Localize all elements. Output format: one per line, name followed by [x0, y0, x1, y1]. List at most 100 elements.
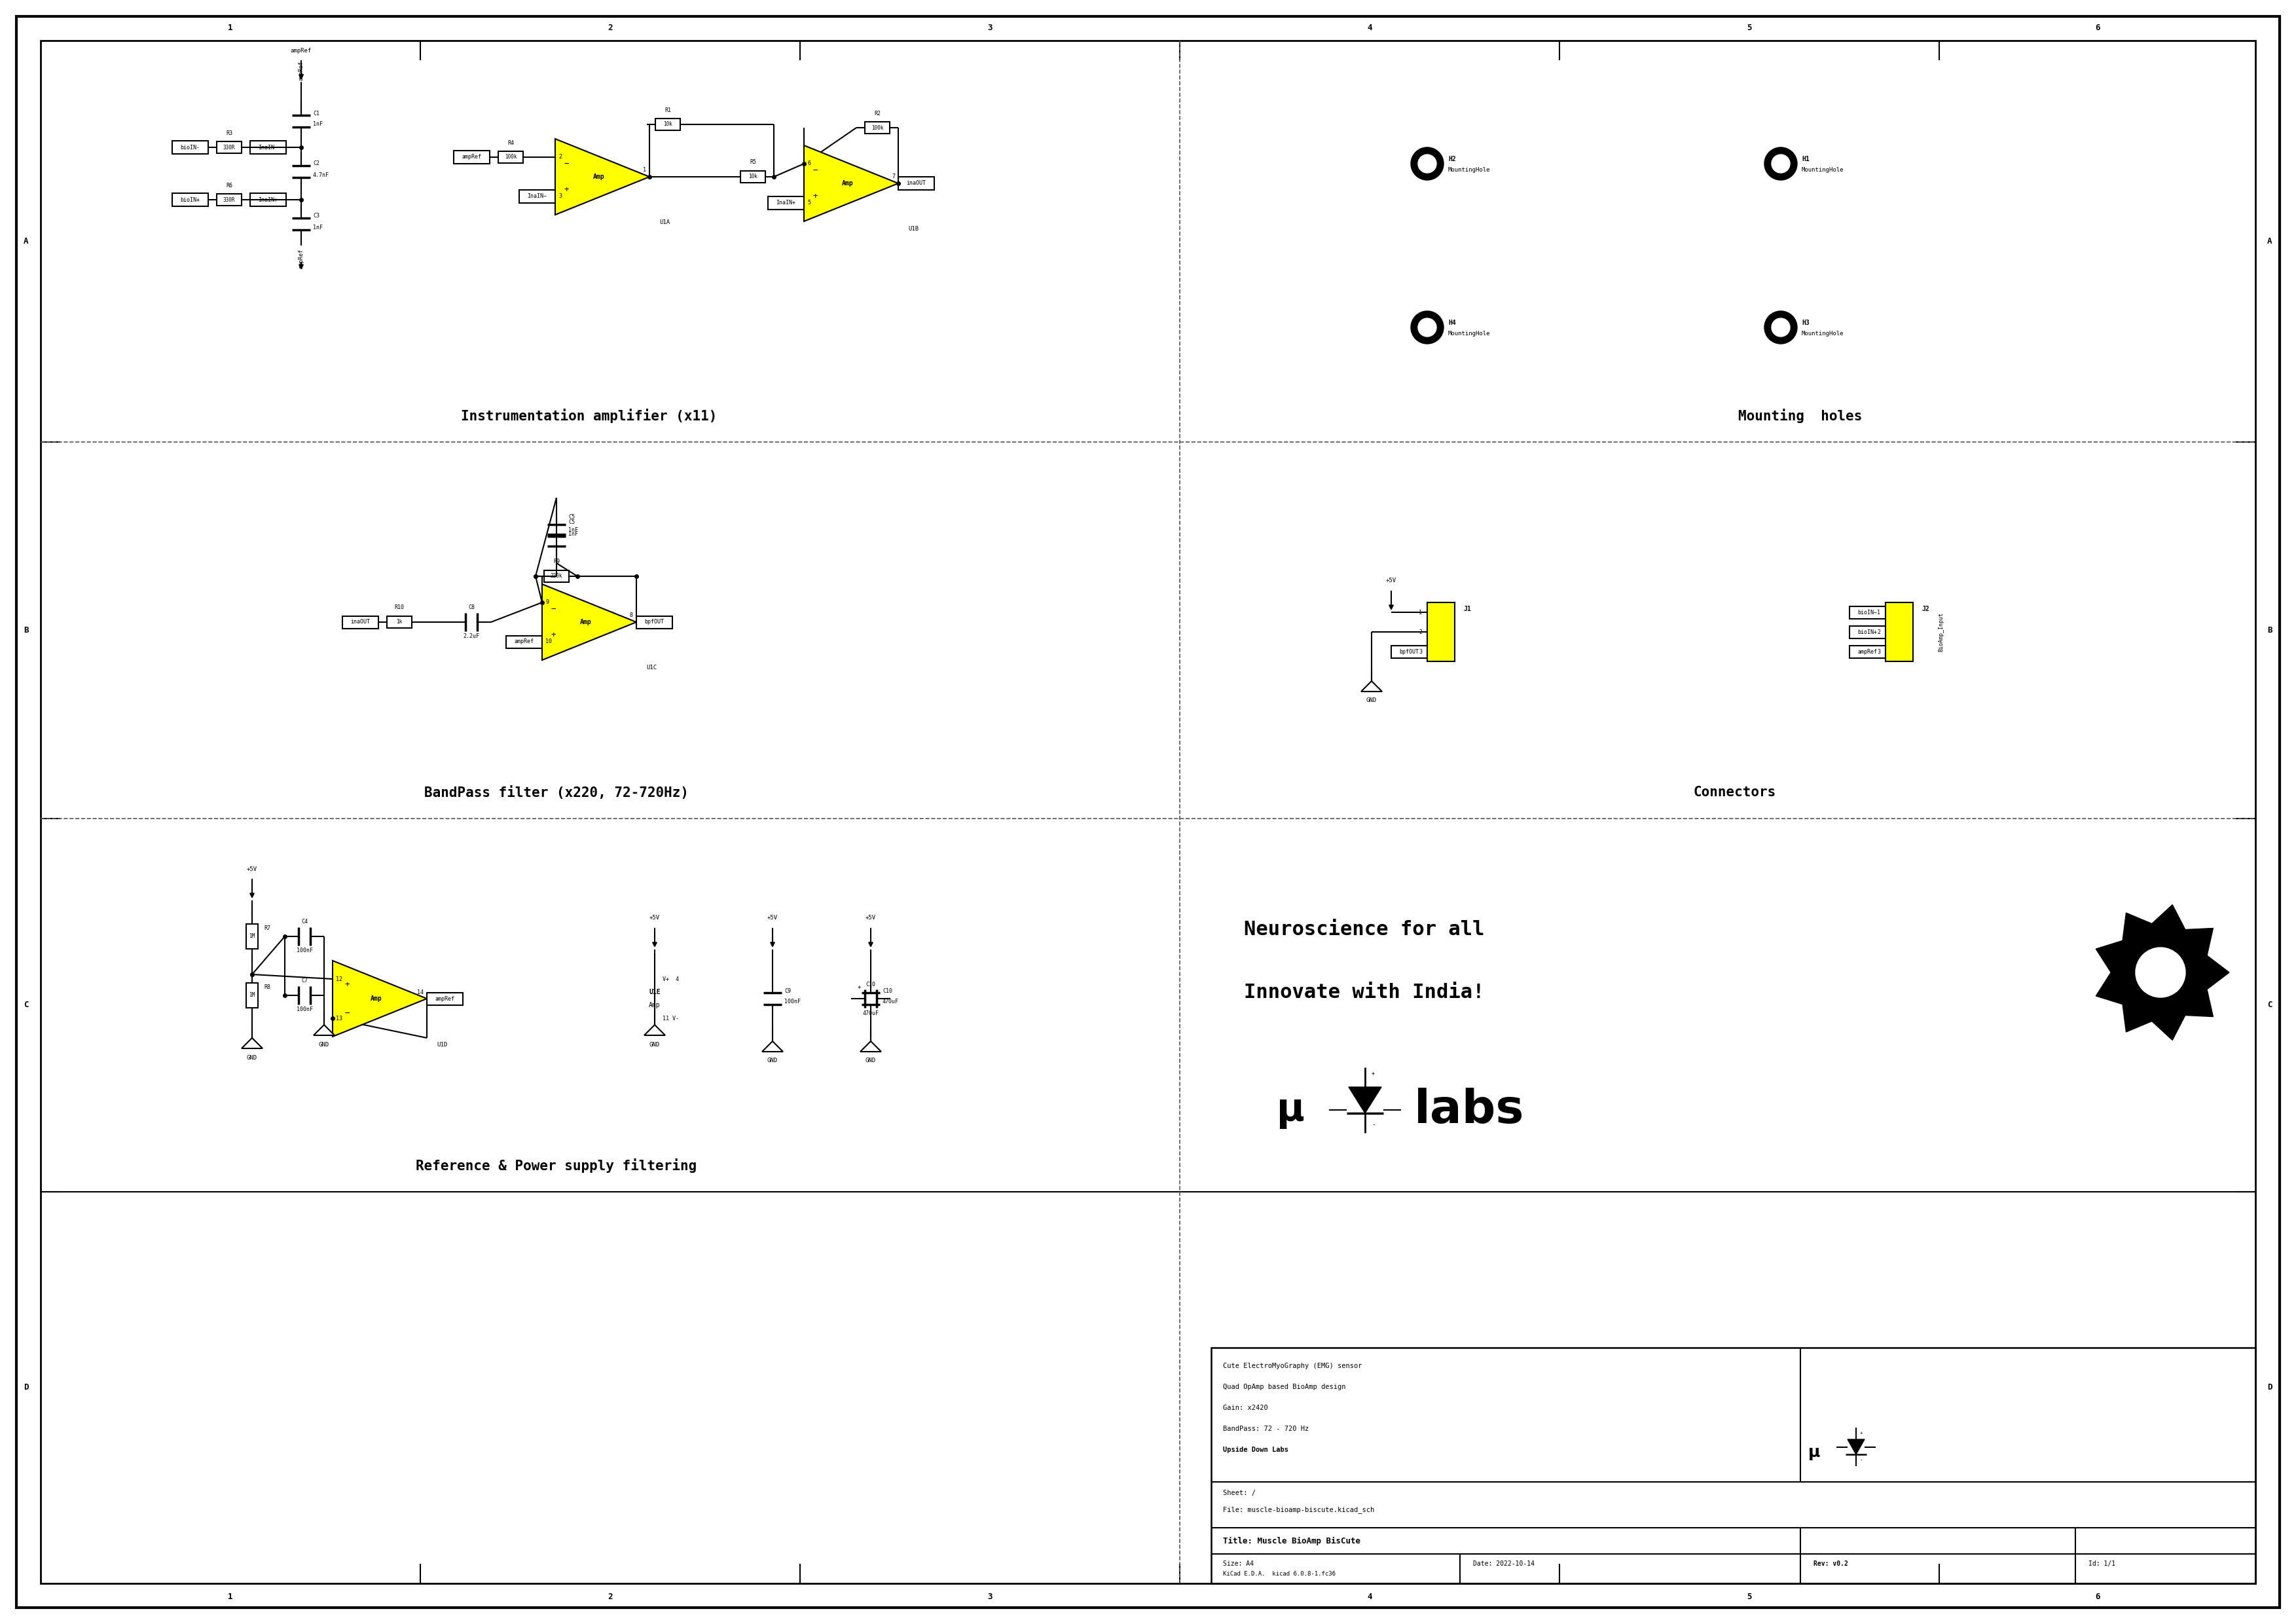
Text: 2: 2 [608, 23, 613, 32]
Text: bioIN−: bioIN− [1857, 609, 1878, 615]
Text: C: C [23, 1000, 28, 1010]
Text: 5: 5 [1747, 1592, 1752, 1601]
Text: 3: 3 [1419, 648, 1421, 654]
Bar [1391, 645, 1428, 658]
Text: 330R: 330R [223, 197, 234, 203]
Text: bioIN+: bioIN+ [181, 197, 200, 203]
Text: 14: 14 [418, 989, 422, 996]
Circle shape [1419, 154, 1437, 172]
Text: 2.2uF: 2.2uF [464, 633, 480, 640]
Text: +5V: +5V [767, 916, 778, 921]
Bar [342, 615, 379, 628]
Text: Connectors: Connectors [1694, 786, 1777, 799]
Text: R7: R7 [264, 926, 271, 932]
Text: 1M: 1M [248, 992, 255, 999]
Text: 2: 2 [1878, 628, 1880, 635]
Text: 6: 6 [808, 161, 810, 167]
Text: C: C [2268, 1000, 2273, 1010]
Text: 2: 2 [608, 1592, 613, 1601]
Bar [1885, 603, 1913, 661]
Text: R5: R5 [748, 159, 755, 166]
Text: 4.7nF: 4.7nF [312, 172, 328, 177]
Polygon shape [645, 1025, 666, 1036]
Text: Reference & Power supply filtering: Reference & Power supply filtering [416, 1158, 698, 1173]
Text: Id: 1/1: Id: 1/1 [2089, 1561, 2115, 1567]
Text: +: + [565, 185, 569, 195]
Text: C5: C5 [569, 515, 574, 520]
Text: 100k: 100k [870, 125, 884, 130]
Bar [636, 615, 673, 628]
Text: 6: 6 [2094, 23, 2101, 32]
Text: 100nF: 100nF [296, 1007, 312, 1013]
Text: A: A [23, 237, 28, 245]
Text: BioAmp_Input: BioAmp_Input [1938, 612, 1945, 651]
Bar [250, 193, 287, 206]
Text: D: D [23, 1384, 28, 1392]
Circle shape [1773, 318, 1791, 336]
Text: C10: C10 [866, 981, 875, 987]
Text: C3: C3 [312, 213, 319, 219]
Text: C10: C10 [882, 987, 893, 994]
Text: C2: C2 [312, 161, 319, 167]
Text: 1: 1 [227, 23, 232, 32]
Text: ampRef: ampRef [292, 47, 312, 54]
Text: Cute ElectroMyoGraphy (EMG) sensor: Cute ElectroMyoGraphy (EMG) sensor [1224, 1363, 1362, 1369]
Bar [505, 635, 542, 648]
Text: C1: C1 [312, 110, 319, 117]
Text: Amp: Amp [370, 996, 381, 1002]
Text: +: + [1371, 1070, 1375, 1077]
Text: Amp: Amp [843, 180, 854, 187]
Text: Size: A4: Size: A4 [1224, 1561, 1254, 1567]
Text: InaIN+: InaIN+ [776, 200, 797, 206]
Polygon shape [1362, 680, 1382, 692]
Text: MountingHole: MountingHole [1449, 167, 1490, 174]
Text: labs: labs [1414, 1088, 1525, 1132]
Text: ampRef: ampRef [461, 154, 482, 161]
Text: R4: R4 [507, 140, 514, 146]
Circle shape [1763, 312, 1798, 344]
Text: J1: J1 [1465, 606, 1472, 612]
Bar [1848, 625, 1885, 638]
Text: +: + [344, 979, 349, 989]
Text: 1M: 1M [248, 934, 255, 939]
Text: µ: µ [1277, 1091, 1304, 1129]
Bar [654, 119, 680, 130]
Text: −: − [565, 159, 569, 167]
Text: U1E: U1E [650, 989, 661, 996]
Text: GND: GND [650, 1041, 659, 1047]
Text: +: + [1860, 1431, 1862, 1434]
Text: bpfOUT: bpfOUT [1398, 648, 1419, 654]
Circle shape [1763, 148, 1798, 180]
Text: 4: 4 [1366, 1592, 1373, 1601]
Text: +5V: +5V [1387, 578, 1396, 583]
Text: 9: 9 [546, 599, 549, 606]
Polygon shape [315, 1025, 335, 1036]
Bar [1848, 606, 1885, 619]
Text: inaOUT: inaOUT [351, 619, 370, 625]
Polygon shape [542, 585, 636, 659]
Bar [216, 141, 241, 153]
Circle shape [1419, 318, 1437, 336]
Text: GND: GND [866, 1057, 877, 1064]
Text: 1: 1 [227, 1592, 232, 1601]
Text: U1B: U1B [907, 226, 918, 232]
Bar [1212, 1348, 2255, 1583]
Text: +5V: +5V [650, 916, 659, 921]
Bar [866, 122, 891, 133]
Text: Rev: v0.2: Rev: v0.2 [1814, 1561, 1848, 1567]
Text: 1nF: 1nF [569, 531, 579, 536]
Bar [898, 177, 934, 190]
Bar [519, 190, 556, 203]
Text: U1D: U1D [436, 1041, 448, 1047]
Text: +5V: +5V [866, 916, 877, 921]
Text: -: - [1860, 1457, 1862, 1463]
Text: R1: R1 [664, 107, 670, 114]
Text: 6: 6 [2094, 1592, 2101, 1601]
Text: +: + [551, 632, 556, 640]
Text: −: − [344, 1009, 349, 1017]
Text: 3: 3 [987, 1592, 992, 1601]
Circle shape [1410, 148, 1444, 180]
Text: µ: µ [1809, 1445, 1821, 1460]
Text: R2: R2 [875, 110, 882, 117]
Text: +5V: +5V [246, 866, 257, 872]
